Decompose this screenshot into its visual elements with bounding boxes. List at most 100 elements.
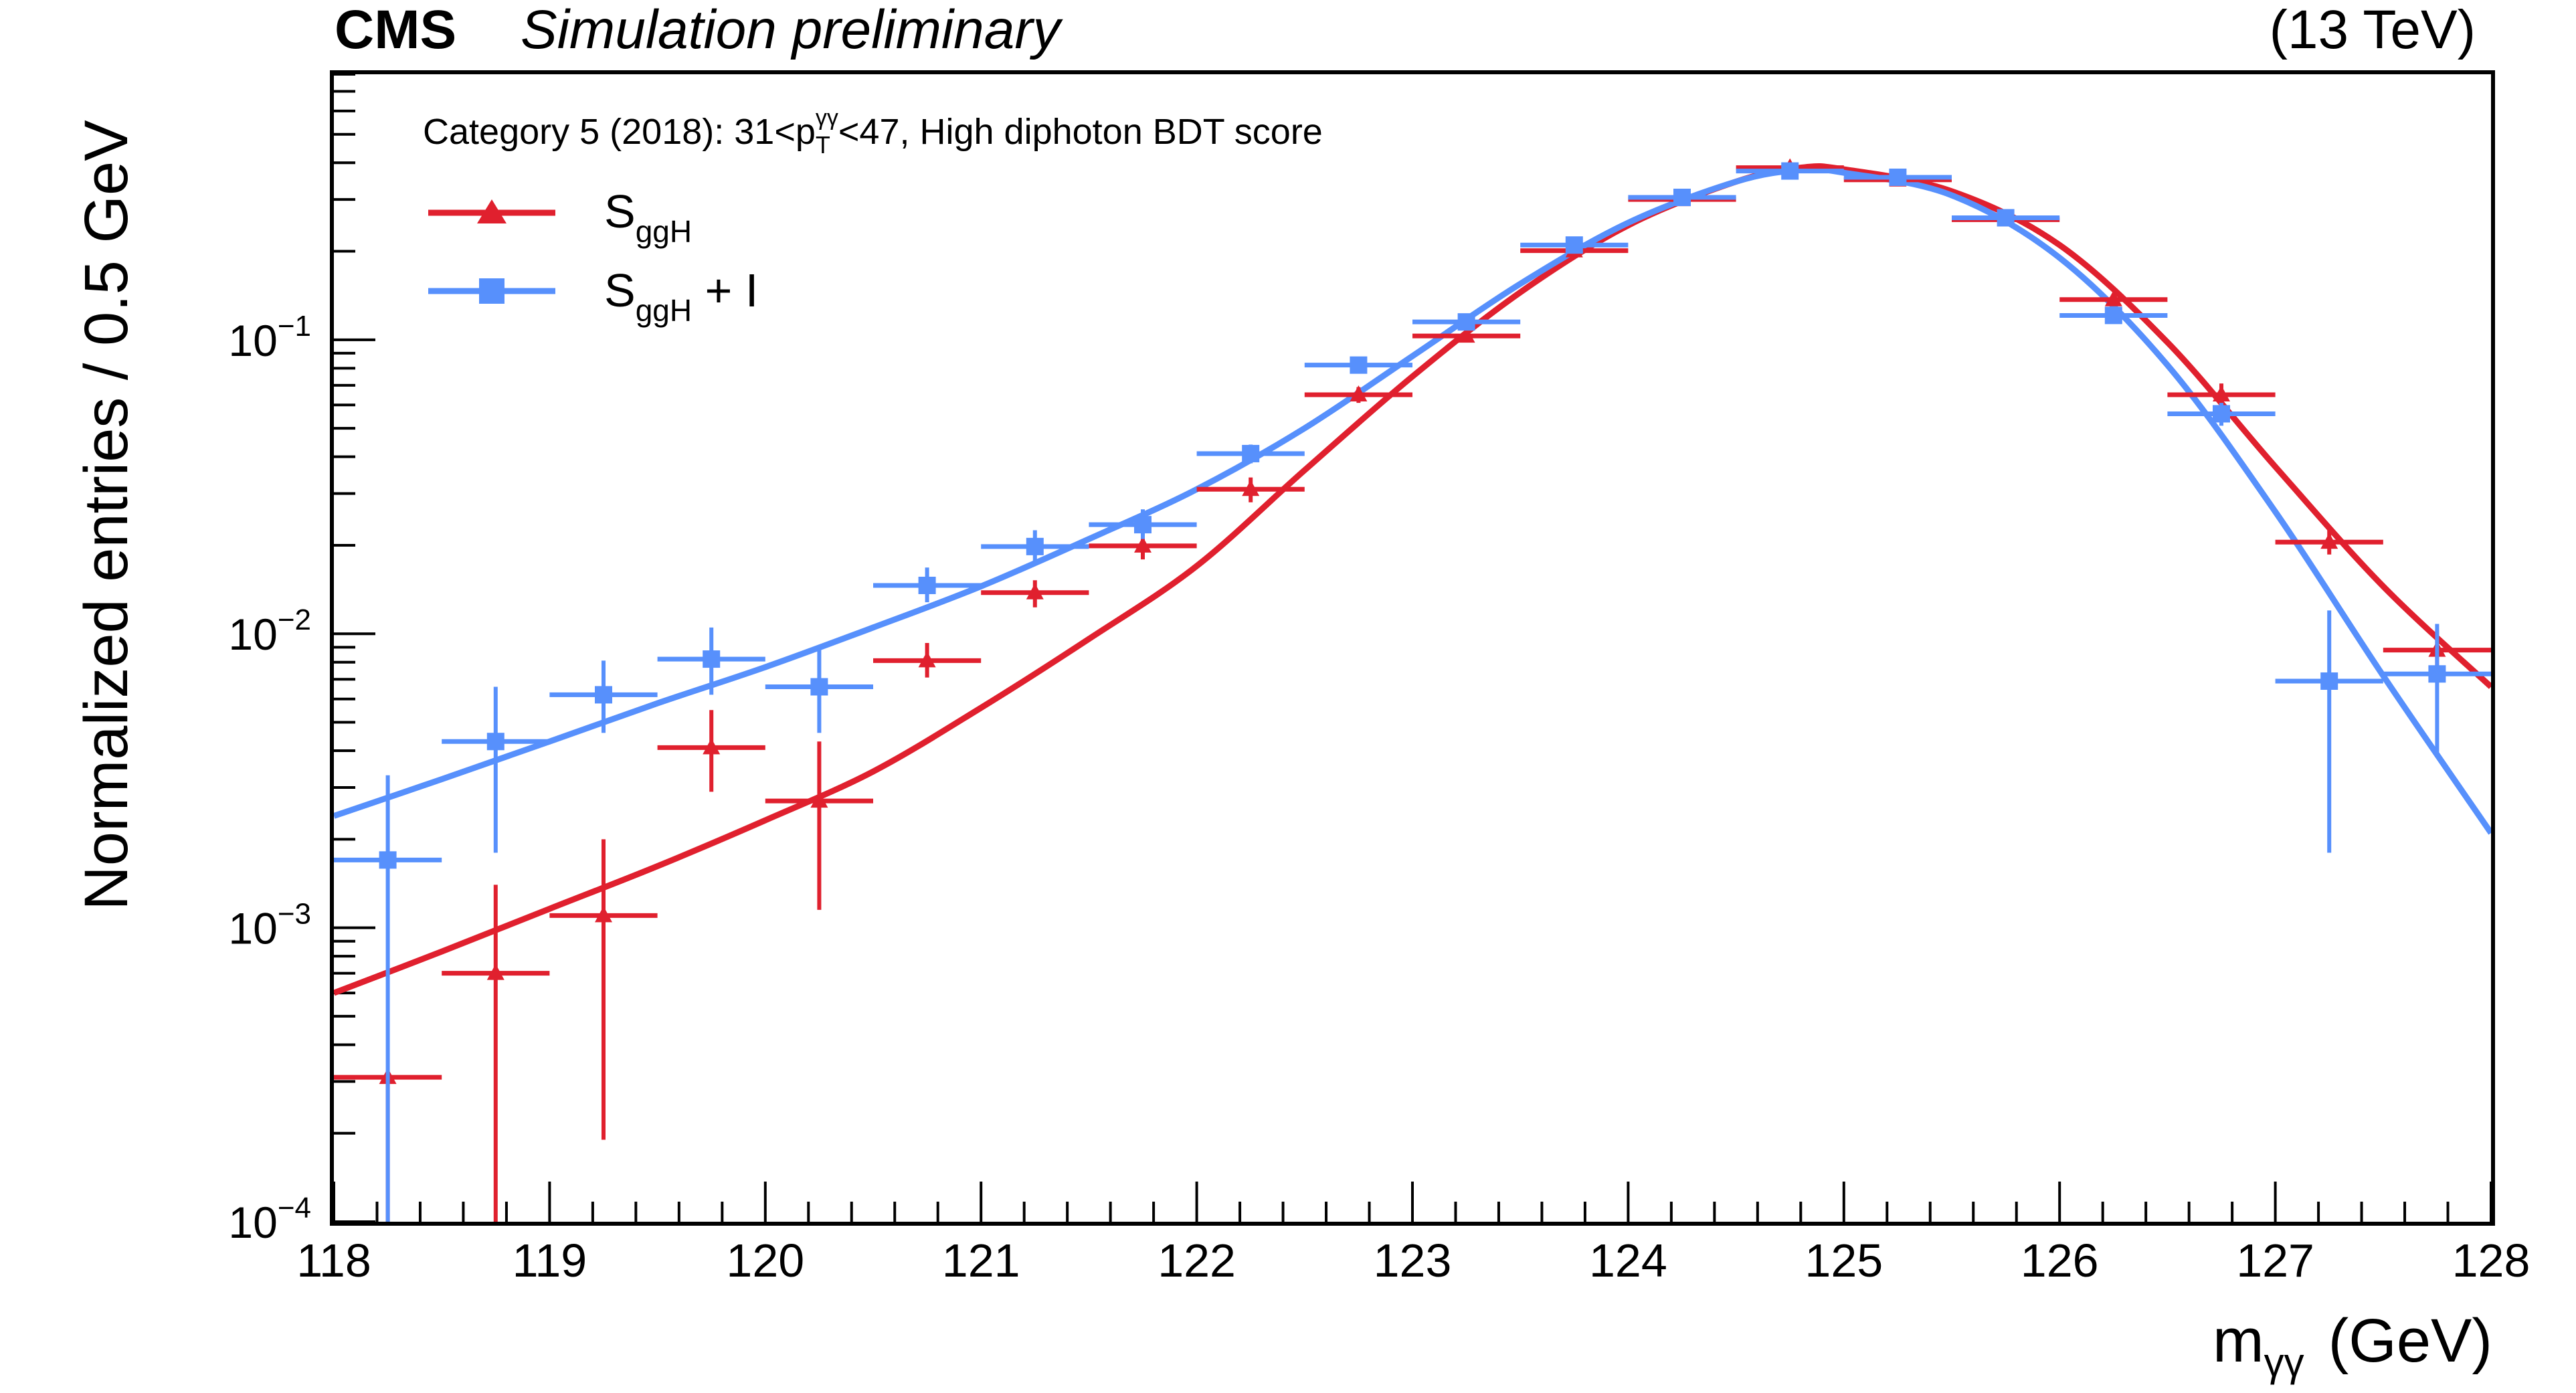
marker-sggh-i [1997, 209, 2015, 227]
data-point-sggh-i [1304, 356, 1412, 374]
marker-sggh [595, 906, 612, 923]
legend-label-sggh-i: SggH + I [604, 264, 758, 328]
legend-marker-sggh-i [479, 278, 504, 304]
x-tick-label: 123 [1374, 1234, 1452, 1287]
data-point-sggh-i [334, 775, 442, 1222]
marker-sggh-i [918, 576, 936, 594]
status-label: Simulation preliminary [521, 0, 1064, 60]
axis-ticks: 118 119 120 121 122 123 124 125 126 127 128 10−4 10−… [228, 73, 2531, 1287]
marker-sggh [918, 651, 936, 668]
marker-sggh-i [595, 686, 612, 704]
data-point-sggh [657, 710, 765, 792]
y-tick-label: 10−2 [228, 603, 311, 659]
marker-sggh [2104, 290, 2122, 306]
marker-sggh-i [1457, 313, 1475, 331]
marker-sggh [810, 792, 828, 808]
plot-frame [330, 70, 2495, 1226]
data-point-sggh [1304, 385, 1412, 403]
x-axis-title-unit: (GeV) [2328, 1307, 2492, 1375]
marker-sggh [2213, 385, 2230, 402]
x-tick-label: 121 [942, 1234, 1020, 1287]
data-point-sggh-i [765, 648, 873, 733]
data-point-sggh-i [1089, 509, 1197, 539]
marker-sggh-i [1350, 356, 1368, 374]
marker-sggh-i [703, 650, 721, 668]
marker-sggh-i [1242, 444, 1260, 462]
data-point-sggh-i [873, 567, 982, 603]
x-tick-label: 126 [2021, 1234, 2099, 1287]
data-point-sggh [981, 580, 1089, 608]
x-tick-label: 122 [1158, 1234, 1236, 1287]
legend-marker-sggh [477, 199, 507, 223]
x-tick-label: 119 [513, 1234, 587, 1287]
marker-sggh-i [2320, 672, 2338, 690]
x-tick-label: 118 [296, 1234, 371, 1287]
x-tick-label: 128 [2452, 1234, 2531, 1287]
marker-sggh [1350, 385, 1368, 402]
fit-curves [333, 163, 2494, 996]
data-point-sggh-i [1952, 209, 2060, 227]
marker-sggh-i [2428, 665, 2446, 683]
data-point-sggh-i [1736, 162, 1844, 180]
x-tick-label: 125 [1805, 1234, 1883, 1287]
data-point-sggh-i [2059, 306, 2168, 324]
category-sup: γγ [816, 105, 838, 130]
marker-sggh-i [2104, 306, 2122, 324]
data-point-sggh [765, 741, 873, 910]
data-point-sggh-i [1843, 168, 1952, 186]
marker-sggh-i [2213, 405, 2230, 423]
marker-sggh-i [1781, 162, 1799, 180]
data-point-sggh [2275, 530, 2383, 555]
data-points [334, 158, 2491, 1222]
marker-sggh [703, 738, 721, 755]
marker-sggh [2320, 533, 2338, 549]
x-tick-label: 124 [1589, 1234, 1667, 1287]
data-point-sggh [1196, 477, 1305, 502]
marker-sggh-i [486, 733, 504, 751]
experiment-label: CMS [335, 0, 456, 60]
data-point-sggh-i [981, 530, 1089, 563]
marker-sggh-i [1565, 236, 1583, 254]
y-tick-label: 10−3 [228, 898, 311, 953]
x-axis-title: mγγ (GeV) [2213, 1307, 2492, 1385]
data-point-sggh-i [1412, 313, 1521, 331]
marker-sggh-i [810, 678, 828, 696]
marker-sggh [1134, 536, 1152, 553]
data-point-sggh [873, 643, 982, 678]
data-point-sggh-i [2383, 624, 2491, 757]
y-axis-title: Normalized entries / 0.5 GeV [72, 120, 141, 910]
data-point-sggh-i [2275, 610, 2383, 853]
category-sub: T [816, 131, 830, 159]
marker-sggh-i [379, 851, 397, 869]
x-axis-title-base: m [2213, 1307, 2264, 1375]
data-point-sggh-i [1628, 189, 1736, 207]
data-point-sggh-i [442, 686, 550, 853]
legend: Category 5 (2018): 31<pTγγ<47, High diph… [423, 105, 1323, 328]
data-point-sggh-i [1196, 444, 1305, 464]
y-tick-label: 10−1 [228, 310, 311, 365]
marker-sggh-i [1889, 168, 1907, 186]
marker-sggh-i [1026, 537, 1044, 555]
data-point-sggh [2059, 290, 2168, 306]
data-point-sggh-i [1520, 236, 1629, 254]
marker-sggh [486, 963, 504, 980]
data-point-sggh-i [549, 660, 658, 733]
data-point-sggh-i [657, 627, 765, 695]
marker-sggh [1242, 480, 1260, 496]
y-tick-label: 10−4 [228, 1192, 311, 1247]
energy-label: (13 TeV) [2270, 0, 2476, 60]
data-point-sggh [1412, 327, 1521, 343]
category-label: Category 5 (2018): 31<pTγγ<47, High diph… [423, 105, 1323, 159]
fit-curve-sggh [333, 163, 2494, 996]
marker-sggh-i [1134, 516, 1152, 534]
data-point-sggh [549, 839, 658, 1140]
fit-curve-sggh-i [333, 166, 2494, 835]
data-point-sggh [442, 885, 550, 1222]
x-tick-label: 120 [726, 1234, 804, 1287]
data-point-sggh-i [2167, 403, 2276, 426]
x-tick-label: 127 [2236, 1234, 2314, 1287]
marker-sggh-i [1673, 189, 1691, 207]
x-axis-title-sub: γγ [2264, 1340, 2304, 1385]
legend-label-sggh: SggH [604, 185, 692, 249]
